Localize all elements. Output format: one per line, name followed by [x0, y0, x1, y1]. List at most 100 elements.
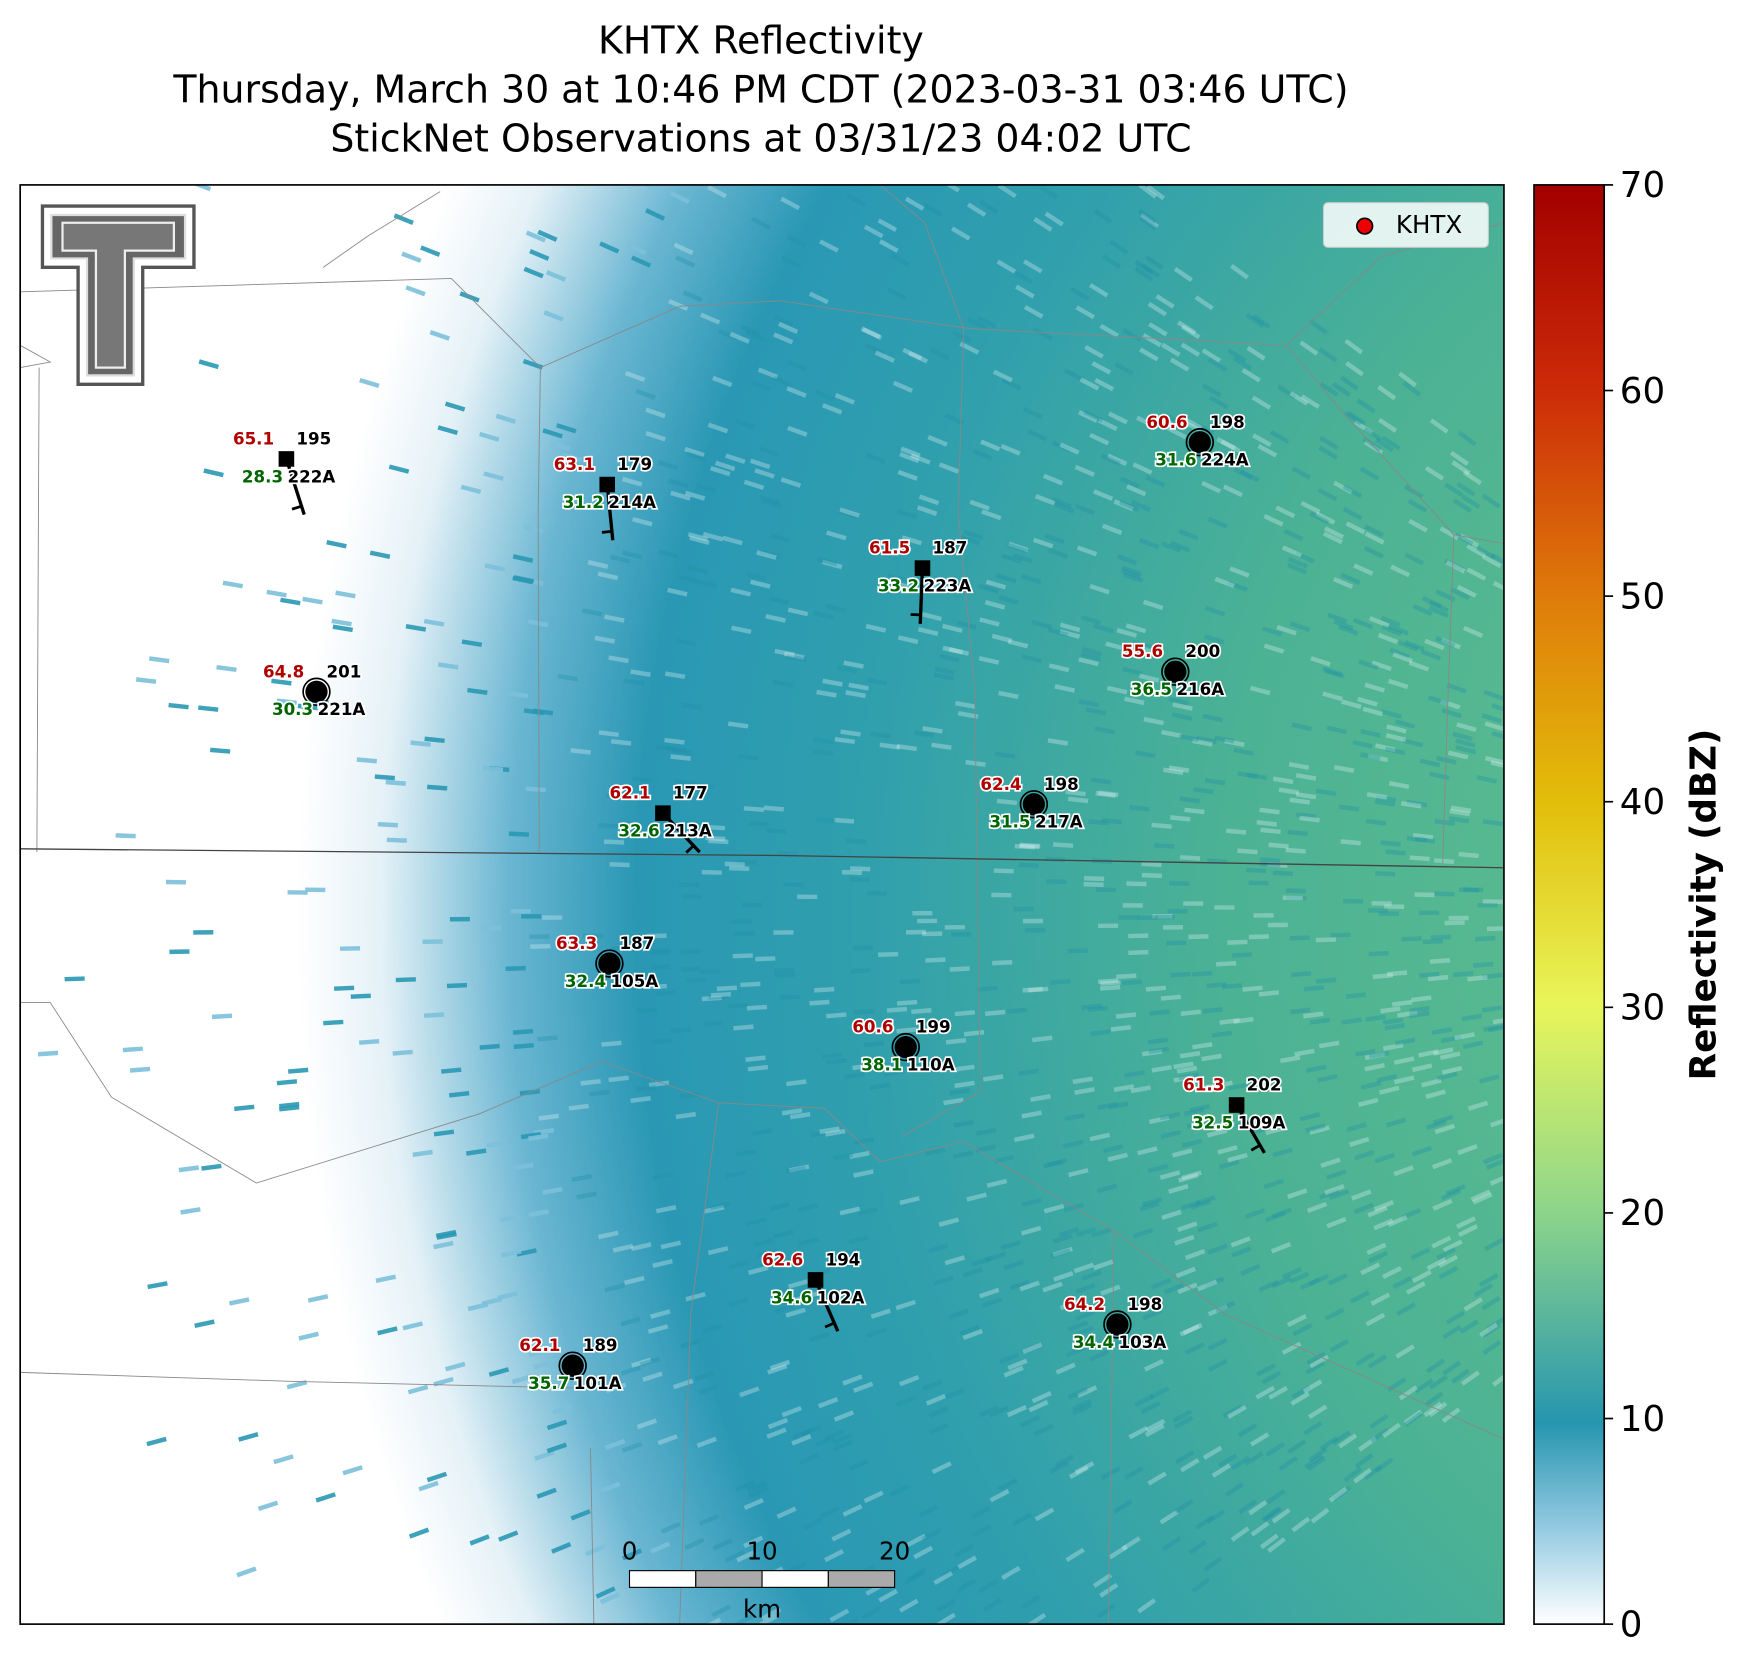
scale-tick-label: 0 [622, 1537, 638, 1566]
radar-gate [1490, 760, 1504, 770]
radar-gate [1142, 599, 1164, 611]
radar-gate [1080, 652, 1101, 662]
radar-gate [1096, 1603, 1116, 1619]
radar-gate [1475, 936, 1496, 942]
radar-gate [1159, 1170, 1181, 1180]
radar-gate [1378, 911, 1399, 916]
radar-gate [1370, 1427, 1390, 1444]
radar-gate [942, 623, 963, 633]
radar-gate [1021, 654, 1043, 664]
radar-gate [426, 1471, 448, 1483]
radar-gate [1246, 345, 1266, 361]
scale-unit: km [743, 1594, 781, 1623]
radar-gate [1315, 511, 1336, 525]
radar-gate [510, 908, 531, 914]
radar-gate [701, 1323, 722, 1334]
radar-gate [773, 332, 794, 345]
radar-gate [862, 327, 883, 340]
radar-gate [787, 1279, 809, 1289]
radar-gate [203, 468, 224, 478]
radar-gate [1252, 433, 1272, 447]
radar-gate [323, 1019, 344, 1026]
radar-gate [904, 196, 925, 211]
station-marker [807, 1272, 824, 1288]
radar-gate [1414, 836, 1436, 844]
radar-gate [996, 259, 1017, 274]
radar-gate [789, 1111, 811, 1120]
radar-gate [516, 1248, 537, 1257]
radar-gate [750, 380, 771, 392]
radar-gate [621, 476, 643, 487]
temperature: 61.3 [1183, 1075, 1224, 1095]
radar-gate [1079, 377, 1100, 391]
radar-gate [635, 1085, 657, 1092]
radar-gate [952, 1150, 974, 1160]
radar-gate [1442, 1360, 1462, 1376]
radar-gate [480, 925, 502, 931]
radar-gate [1249, 685, 1271, 696]
radar-gate [834, 392, 855, 405]
calm-ring [1019, 790, 1049, 819]
radar-gate [1434, 1123, 1456, 1135]
radar-gate [1030, 1094, 1051, 1102]
radar-gate [1064, 368, 1084, 382]
radar-gate [604, 614, 625, 623]
radar-gate [853, 1137, 875, 1146]
radar-gate [1331, 382, 1351, 397]
radar-gate [609, 862, 630, 868]
radar-gate [1433, 858, 1455, 865]
radar-gate [1012, 1512, 1033, 1527]
radar-gate [1180, 1009, 1202, 1017]
radar-gate [1333, 619, 1354, 631]
radar-gate [922, 726, 943, 734]
radar-gate [850, 866, 871, 872]
radar-gate [1046, 879, 1067, 885]
radar-gate [1007, 1358, 1028, 1371]
radar-gate [652, 1258, 673, 1268]
radar-gate [520, 1132, 542, 1140]
radar-gate [1075, 305, 1096, 320]
radar-gate [833, 1254, 855, 1265]
radar-gate [1414, 1378, 1434, 1394]
temperature: 60.6 [1146, 412, 1187, 432]
radar-gate [1398, 371, 1417, 388]
radar-gate [1309, 1017, 1331, 1025]
radar-gate [1402, 738, 1424, 748]
radar-gate [1482, 899, 1503, 905]
radar-gate [786, 234, 807, 248]
radar-gate [1343, 898, 1364, 904]
radar-gate [1172, 702, 1193, 711]
radar-gate [1277, 384, 1297, 399]
radar-gate [1176, 1065, 1198, 1074]
radar-gate [1489, 1116, 1504, 1128]
radar-gate [1244, 1208, 1266, 1219]
radar-gate [1392, 652, 1413, 664]
dewpoint: 31.5 [989, 812, 1030, 832]
radar-gate [802, 1517, 823, 1531]
radar-gate [684, 446, 705, 458]
radar-gate [984, 1009, 1006, 1016]
radar-gate [1192, 970, 1213, 977]
radar-gate [1426, 1358, 1446, 1374]
radar-gate [736, 1549, 757, 1563]
radar-gate [286, 1380, 308, 1390]
radar-gate [1364, 1051, 1386, 1061]
radar-gate [728, 1260, 749, 1270]
radar-gate [1207, 516, 1229, 529]
radar-gate [895, 1299, 916, 1311]
radar-gate [944, 413, 965, 426]
radar-gate [1229, 566, 1250, 578]
legend: KHTX [1322, 202, 1489, 248]
radar-gate [921, 611, 942, 622]
radar-gate [449, 916, 470, 922]
radar-gate [1363, 1464, 1383, 1480]
radar-gate [1281, 1267, 1302, 1280]
radar-gate [1404, 552, 1425, 566]
radar-gate [1338, 1433, 1358, 1449]
radar-gate [921, 1528, 942, 1542]
radar-gate [1076, 545, 1098, 557]
radar-gate [1434, 891, 1455, 897]
radar-gate [621, 1548, 643, 1561]
radar-gate [1078, 657, 1099, 667]
radar-gate [1433, 1114, 1454, 1125]
